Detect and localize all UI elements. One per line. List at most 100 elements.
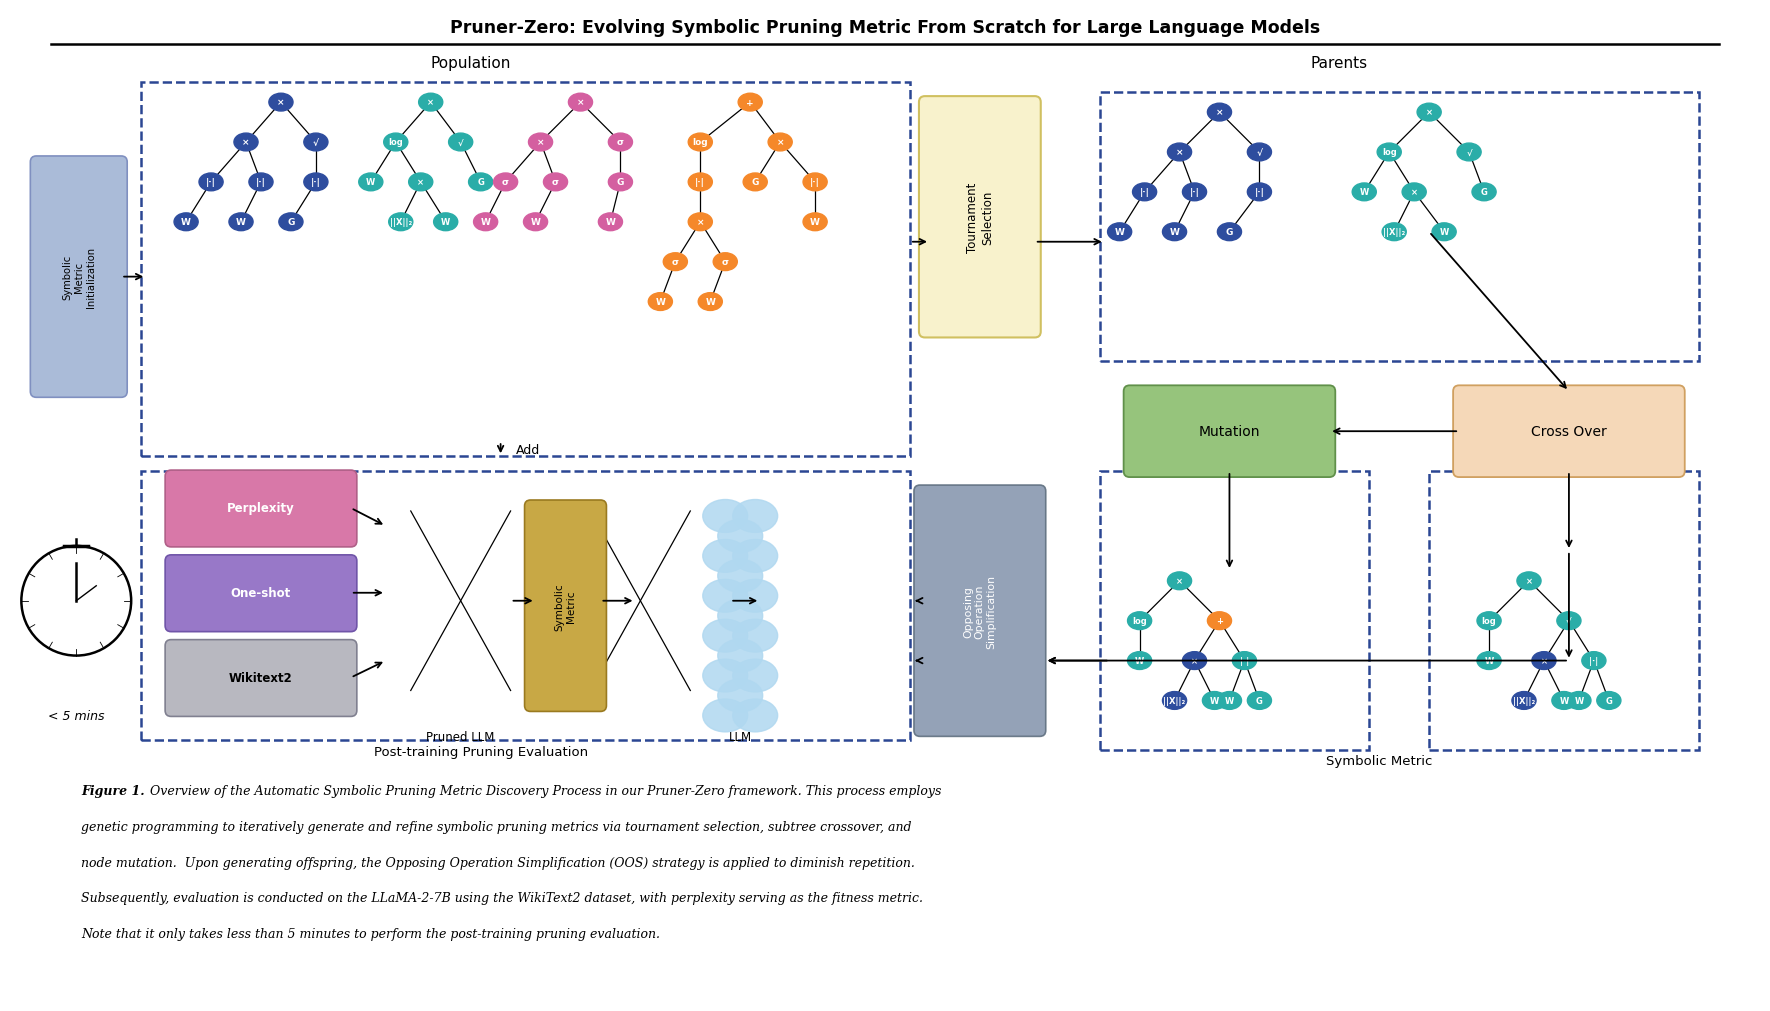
Text: σ: σ: [722, 258, 729, 267]
Ellipse shape: [280, 213, 303, 232]
Text: ×: ×: [278, 98, 285, 107]
Text: |·|: |·|: [1189, 188, 1200, 197]
Text: Pruned LLM: Pruned LLM: [427, 731, 496, 744]
Text: W: W: [811, 218, 820, 227]
Text: Mutation: Mutation: [1198, 425, 1260, 439]
Ellipse shape: [738, 94, 763, 112]
Text: W: W: [655, 298, 666, 306]
Text: √: √: [458, 139, 464, 148]
Text: W: W: [1211, 697, 1220, 706]
Ellipse shape: [609, 174, 632, 192]
Ellipse shape: [1352, 184, 1377, 201]
Ellipse shape: [1248, 184, 1271, 201]
Ellipse shape: [768, 134, 793, 152]
Text: G: G: [478, 178, 483, 187]
Ellipse shape: [1582, 652, 1605, 670]
Text: ×: ×: [1191, 656, 1198, 665]
Text: log: log: [692, 139, 708, 148]
Ellipse shape: [173, 213, 198, 232]
Text: Wikitext2: Wikitext2: [228, 671, 292, 684]
FancyBboxPatch shape: [165, 555, 358, 632]
Text: Tournament
Selection: Tournament Selection: [966, 182, 993, 253]
Ellipse shape: [1473, 184, 1496, 201]
Text: Add: Add: [515, 443, 540, 456]
Ellipse shape: [1552, 692, 1575, 710]
Ellipse shape: [1218, 692, 1241, 710]
Ellipse shape: [1232, 652, 1257, 670]
Text: |·|: |·|: [312, 178, 320, 187]
Ellipse shape: [1512, 692, 1536, 710]
Text: G: G: [616, 178, 625, 187]
Text: W: W: [1115, 228, 1124, 237]
Text: W: W: [704, 298, 715, 306]
Ellipse shape: [719, 600, 763, 633]
Ellipse shape: [733, 500, 777, 533]
Ellipse shape: [384, 134, 407, 152]
Ellipse shape: [304, 174, 327, 192]
Ellipse shape: [1108, 223, 1131, 242]
Ellipse shape: [1133, 184, 1156, 201]
Text: W: W: [1559, 697, 1568, 706]
Text: +: +: [1216, 617, 1223, 626]
Ellipse shape: [733, 579, 777, 613]
Ellipse shape: [1566, 692, 1591, 710]
Ellipse shape: [719, 640, 763, 672]
Text: G: G: [1227, 228, 1234, 237]
Text: W: W: [1170, 228, 1179, 237]
Ellipse shape: [648, 293, 673, 311]
FancyBboxPatch shape: [1124, 386, 1335, 477]
Text: √: √: [1566, 617, 1572, 626]
Text: Symbolic Metric: Symbolic Metric: [1326, 754, 1432, 767]
Ellipse shape: [804, 174, 827, 192]
Text: ||X||₂: ||X||₂: [389, 218, 412, 227]
Text: ×: ×: [427, 98, 434, 107]
Ellipse shape: [719, 520, 763, 553]
Text: σ: σ: [618, 139, 623, 148]
Text: √: √: [1257, 149, 1262, 158]
Text: One-shot: One-shot: [230, 586, 290, 600]
Ellipse shape: [1377, 144, 1402, 162]
Ellipse shape: [1182, 184, 1207, 201]
Ellipse shape: [228, 213, 253, 232]
Text: Overview of the Automatic Symbolic Pruning Metric Discovery Process in our Prune: Overview of the Automatic Symbolic Pruni…: [147, 784, 942, 797]
Ellipse shape: [1163, 692, 1186, 710]
Text: Symbolic
Metric: Symbolic Metric: [554, 582, 577, 630]
Text: ×: ×: [1411, 188, 1418, 197]
Text: G: G: [752, 178, 759, 187]
Text: W: W: [1225, 697, 1234, 706]
FancyBboxPatch shape: [913, 485, 1046, 737]
Text: G: G: [287, 218, 294, 227]
Text: G: G: [1257, 697, 1262, 706]
Ellipse shape: [1168, 572, 1191, 590]
Ellipse shape: [689, 174, 712, 192]
Text: Note that it only takes less than 5 minutes to perform the post-training pruning: Note that it only takes less than 5 minu…: [81, 927, 660, 940]
Ellipse shape: [703, 659, 747, 693]
Text: Opposing
Operation
Simplification: Opposing Operation Simplification: [963, 574, 997, 648]
Text: ×: ×: [697, 218, 704, 227]
Ellipse shape: [389, 213, 412, 232]
Text: |·|: |·|: [1589, 656, 1598, 665]
Ellipse shape: [1382, 223, 1405, 242]
FancyBboxPatch shape: [919, 97, 1041, 338]
Ellipse shape: [719, 679, 763, 712]
Text: G: G: [1481, 188, 1487, 197]
Text: log: log: [1382, 149, 1397, 158]
Ellipse shape: [1127, 652, 1152, 670]
Ellipse shape: [703, 579, 747, 613]
Ellipse shape: [713, 254, 738, 271]
Ellipse shape: [529, 134, 552, 152]
Text: Figure 1.: Figure 1.: [81, 784, 145, 797]
Ellipse shape: [359, 174, 382, 192]
Text: W: W: [441, 218, 450, 227]
FancyBboxPatch shape: [30, 157, 127, 398]
Ellipse shape: [1432, 223, 1457, 242]
Text: ×: ×: [1526, 576, 1533, 585]
Ellipse shape: [1558, 613, 1581, 630]
Circle shape: [21, 546, 131, 656]
Text: ×: ×: [577, 98, 584, 107]
Text: √: √: [313, 139, 319, 148]
Text: ×: ×: [1175, 576, 1182, 585]
Text: Cross Over: Cross Over: [1531, 425, 1607, 439]
Text: log: log: [1481, 617, 1496, 626]
Text: |·|: |·|: [1239, 656, 1250, 665]
